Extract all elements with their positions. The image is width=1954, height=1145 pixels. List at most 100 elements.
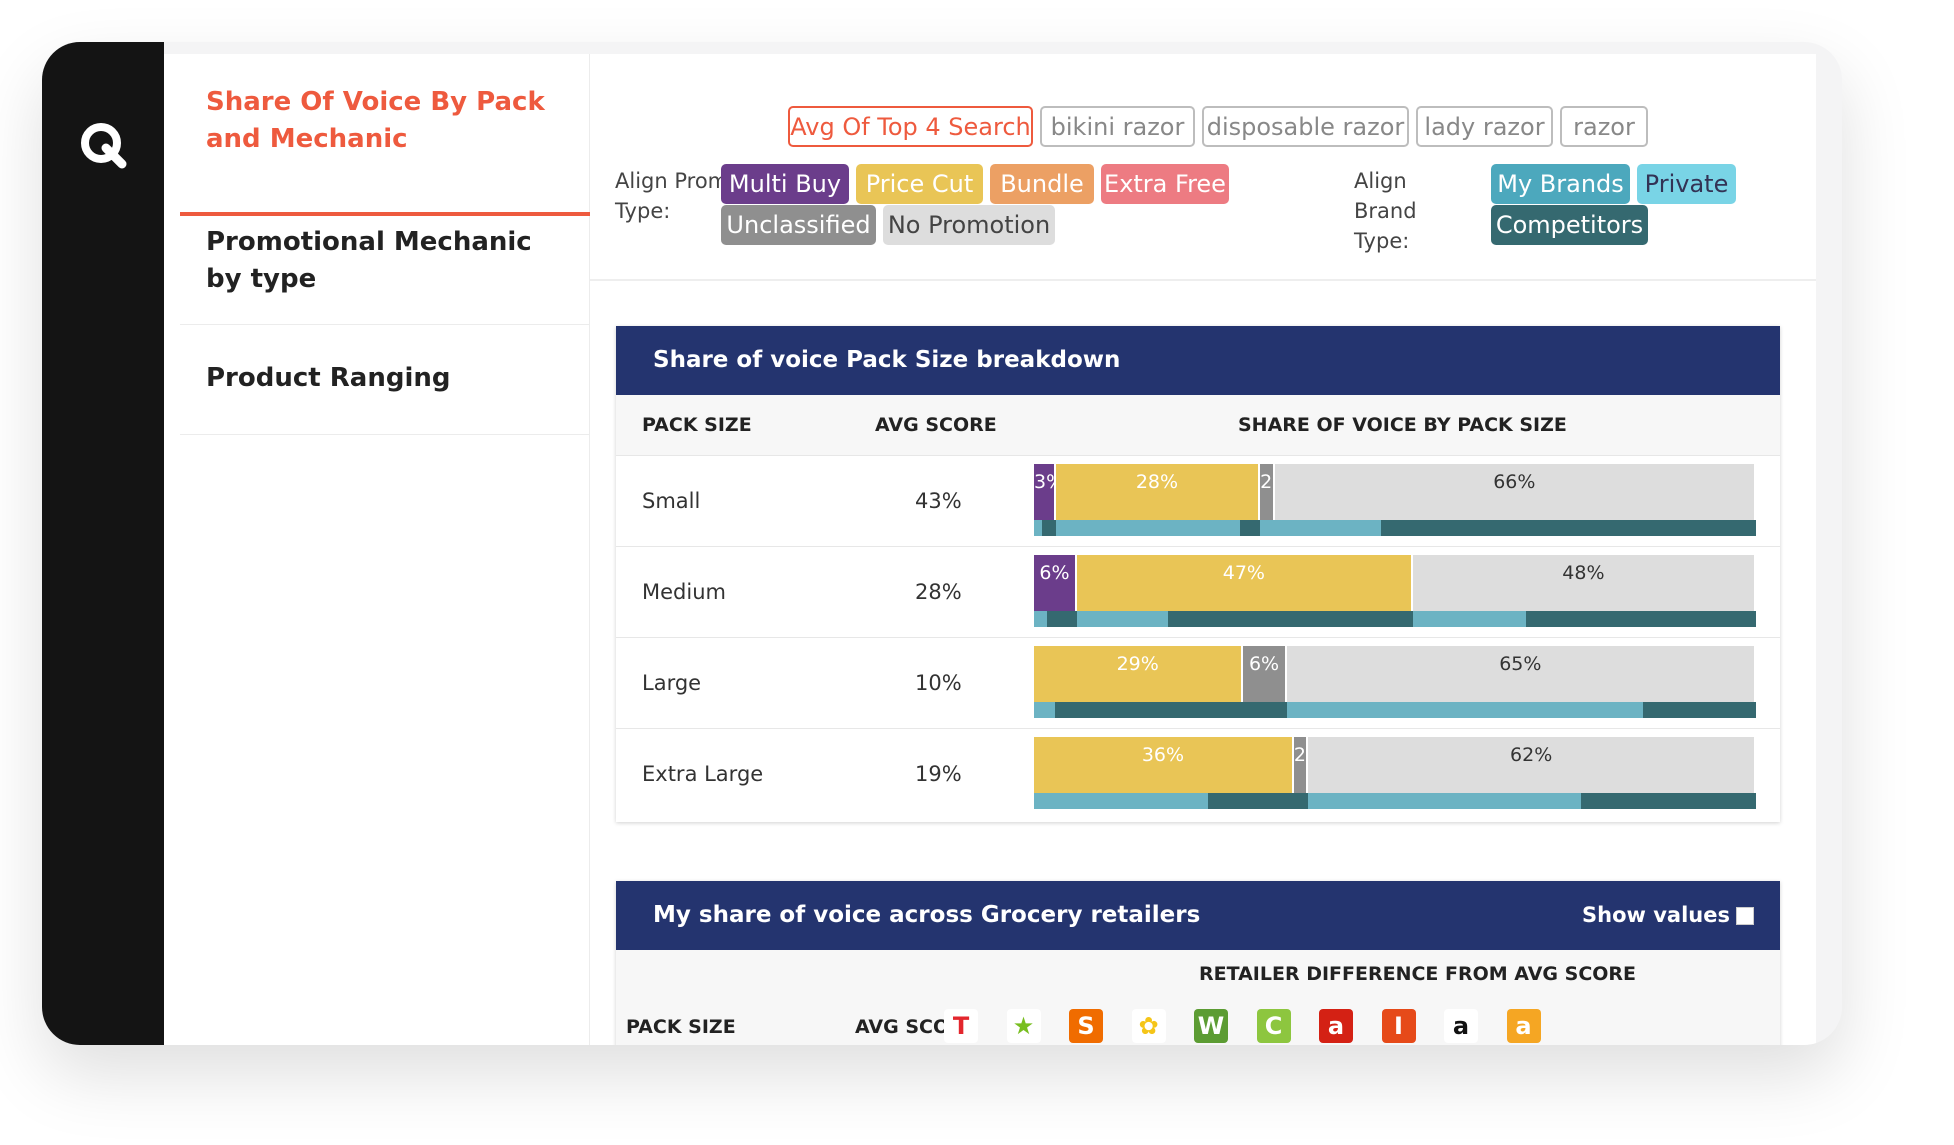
my-brands-underbar <box>1034 793 1209 809</box>
brand-type-label: Align Brand Type: <box>1354 169 1417 253</box>
avg-score-value: 28% <box>915 580 962 604</box>
sainsburys-icon[interactable]: S <box>1069 1009 1103 1043</box>
pack-size-label: Medium <box>642 580 726 604</box>
bar-segment-no-promotion[interactable]: 62% <box>1308 737 1756 795</box>
stacked-bar[interactable]: 36%2%62% <box>1034 737 1756 809</box>
bar-segment-unclassified[interactable]: 6% <box>1243 646 1287 704</box>
avg-score-value: 19% <box>915 762 962 786</box>
table-row: Medium 28% 6% 47% 48% <box>616 546 1780 637</box>
col-pack-size: PACK SIZE <box>642 414 752 436</box>
show-values-toggle[interactable]: Show values <box>1582 881 1754 950</box>
pack-size-table-header: PACK SIZE AVG SCORE SHARE OF VOICE BY PA… <box>616 395 1780 455</box>
chip-razor[interactable]: razor <box>1560 106 1648 147</box>
bar-segment-price-cut[interactable]: 29% <box>1034 646 1244 704</box>
avg-score-value: 10% <box>915 671 962 695</box>
my-brands-underbar <box>1055 520 1240 536</box>
retailer-card: My share of voice across Grocery retaile… <box>616 881 1780 1045</box>
my-brands-underbar <box>1034 702 1055 718</box>
waitrose-icon[interactable]: W <box>1194 1009 1228 1043</box>
nav-item-label: Share Of Voice By Pack and Mechanic <box>206 87 545 154</box>
competitors-underbar <box>1208 793 1294 809</box>
competitors-underbar <box>1380 520 1756 536</box>
ocado-icon[interactable]: C <box>1256 1009 1291 1043</box>
retailer-card-header: My share of voice across Grocery retaile… <box>616 881 1780 950</box>
chip-private[interactable]: Private <box>1637 164 1736 204</box>
amazon-fresh-icon[interactable]: a <box>1506 1009 1541 1043</box>
pack-size-card: Share of voice Pack Size breakdown PACK … <box>616 326 1780 822</box>
my-brands-underbar <box>1076 611 1168 627</box>
competitors-underbar <box>1239 520 1261 536</box>
chip-unclassified[interactable]: Unclassified <box>721 205 876 245</box>
competitors-underbar <box>1046 611 1077 627</box>
my-brands-underbar <box>1260 520 1275 536</box>
bar-segment-price-cut[interactable]: 28% <box>1055 464 1261 522</box>
my-brands-underbar <box>1286 702 1644 718</box>
my-brands-underbar <box>1034 520 1042 536</box>
competitors-underbar <box>1581 793 1756 809</box>
nav-item-promotional-mechanic[interactable]: Promotional Mechanic by type <box>180 216 590 325</box>
col-pack-size: PACK SIZE <box>626 1016 736 1038</box>
argos-icon[interactable]: a <box>1319 1009 1353 1043</box>
bar-segment-no-promotion[interactable]: 66% <box>1274 464 1756 522</box>
pack-size-label: Extra Large <box>642 762 764 786</box>
bar-segment-no-promotion[interactable]: 65% <box>1286 646 1756 704</box>
chip-extra-free[interactable]: Extra Free <box>1101 164 1229 204</box>
stacked-bar[interactable]: 29% 6% 65% <box>1034 646 1756 718</box>
my-brands-underbar <box>1034 611 1047 627</box>
chip-multi-buy[interactable]: Multi Buy <box>721 164 849 204</box>
table-row: Small 43% 3%28%2%66% <box>616 455 1780 546</box>
stacked-bar[interactable]: 6% 47% 48% <box>1034 555 1756 627</box>
stacked-bar[interactable]: 3%28%2%66% <box>1034 464 1756 536</box>
chip-avg-top-4-search[interactable]: Avg Of Top 4 Search <box>788 106 1033 147</box>
morrisons-icon[interactable]: ✿ <box>1131 1009 1166 1043</box>
show-values-checkbox[interactable] <box>1736 907 1754 925</box>
retailer-diff-header: RETAILER DIFFERENCE FROM AVG SCORE <box>1199 963 1637 985</box>
chip-bikini-razor[interactable]: bikini razor <box>1040 106 1195 147</box>
chip-price-cut[interactable]: Price Cut <box>856 164 983 204</box>
bar-segment-unclassified[interactable]: 2% <box>1260 464 1275 522</box>
asda-icon[interactable]: ★ <box>1006 1009 1041 1043</box>
competitors-underbar <box>1643 702 1756 718</box>
chip-disposable-razor[interactable]: disposable razor <box>1202 106 1409 147</box>
chip-bundle[interactable]: Bundle <box>990 164 1094 204</box>
nav-item-product-ranging[interactable]: Product Ranging <box>180 325 590 435</box>
bar-segment-multi-buy[interactable]: 3% <box>1034 464 1056 522</box>
filter-divider <box>590 279 1816 281</box>
chip-lady-razor[interactable]: lady razor <box>1416 106 1553 147</box>
bar-segment-price-cut[interactable]: 36% <box>1034 737 1294 795</box>
report-nav: Share Of Voice By Pack and Mechanic Prom… <box>180 54 590 1045</box>
iceland-icon[interactable]: I <box>1381 1009 1416 1043</box>
table-row: Extra Large 19% 36%2%62% <box>616 728 1780 819</box>
bar-segment-price-cut[interactable]: 47% <box>1076 555 1413 613</box>
amazon-icon[interactable]: a <box>1444 1009 1478 1043</box>
content-area: Share Of Voice By Pack and Mechanic Prom… <box>164 54 1816 1045</box>
chip-competitors[interactable]: Competitors <box>1491 205 1648 245</box>
pack-size-label: Small <box>642 489 701 513</box>
left-rail <box>42 42 164 1045</box>
retailer-card-title: My share of voice across Grocery retaile… <box>653 902 1201 928</box>
bar-segment-multi-buy[interactable]: 6% <box>1034 555 1077 613</box>
competitors-underbar <box>1526 611 1756 627</box>
nav-item-share-of-voice[interactable]: Share Of Voice By Pack and Mechanic <box>180 84 590 216</box>
app-logo-icon[interactable] <box>77 119 129 171</box>
chip-my-brands[interactable]: My Brands <box>1491 164 1630 204</box>
competitors-underbar <box>1167 611 1413 627</box>
nav-item-label: Product Ranging <box>206 363 451 393</box>
show-values-label: Show values <box>1582 903 1730 927</box>
promo-type-label: Align Promo Type: <box>615 169 741 223</box>
bar-segment-no-promotion[interactable]: 48% <box>1412 555 1756 613</box>
chip-no-promotion[interactable]: No Promotion <box>883 205 1055 245</box>
my-brands-underbar <box>1308 793 1582 809</box>
my-brands-underbar <box>1412 611 1527 627</box>
nav-item-label: Promotional Mechanic by type <box>206 227 532 294</box>
col-avg-score: AVG SCORE <box>875 414 997 436</box>
table-row: Large 10% 29% 6% 65% <box>616 637 1780 728</box>
bar-segment-unclassified[interactable]: 2% <box>1293 737 1309 795</box>
competitors-underbar <box>1054 702 1244 718</box>
app-frame: Share Of Voice By Pack and Mechanic Prom… <box>42 42 1842 1045</box>
main-panel: Avg Of Top 4 Search bikini razor disposa… <box>590 54 1816 1045</box>
pack-size-label: Large <box>642 671 702 695</box>
competitors-underbar <box>1041 520 1056 536</box>
tesco-icon[interactable]: T <box>944 1009 978 1043</box>
competitors-underbar <box>1293 793 1309 809</box>
